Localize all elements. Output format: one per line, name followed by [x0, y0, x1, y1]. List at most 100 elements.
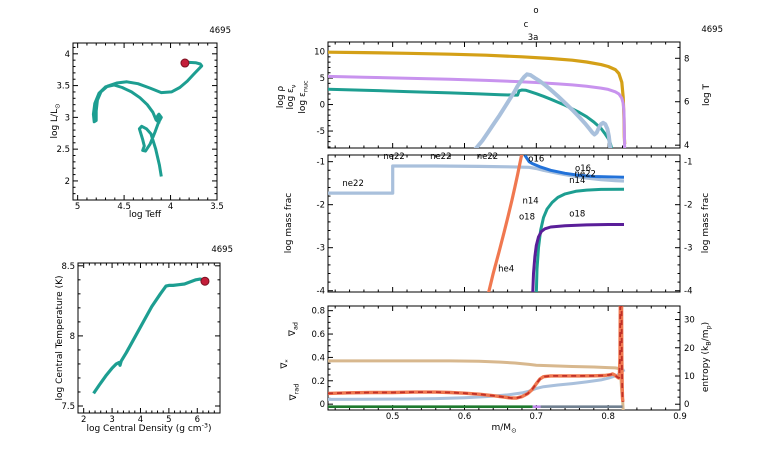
central-t-rho-y-tick-label: 8.5	[61, 262, 75, 272]
profile-gradients: 0.5 0.6 0.7 0.8 0.9 0 0.2 0.4 0.6 0.8 0 10 20 30 m/M⊙ ∇…	[280, 305, 713, 435]
curve-label-ne22: ne22	[574, 169, 595, 179]
annotation-o: o	[533, 6, 538, 16]
profile-abundance-y-tick-label: -2	[317, 201, 325, 211]
profile-power-axis-label: log T	[702, 83, 712, 106]
grad-rad-curve	[328, 306, 625, 402]
central-t-rho-y-tick-label: 8	[70, 332, 75, 342]
grad-star-curve	[328, 306, 624, 402]
profile-abundance-axis-label: log mass frac	[284, 193, 294, 253]
profile-abundance-axis-label: log mass frac	[701, 193, 711, 253]
profile-gradients-y-tick-label: 0.2	[311, 377, 325, 387]
current-model-marker	[180, 58, 190, 68]
hr-diagram-y-tick-label: 4	[65, 50, 70, 60]
profile-power-axis-label: log εnuc	[298, 80, 310, 114]
profile-gradients-axis-label: ∇rad	[289, 384, 301, 402]
hr-diagram-axis-label: log L/L⊙	[50, 103, 62, 138]
o16-curve	[523, 155, 625, 179]
central-t-rho-x-tick-label: 2	[81, 415, 86, 425]
profile-power-axis-label: log εν	[286, 84, 298, 109]
hr-diagram: 5 4.5 4 3.5 2 2.5 3 3.5 4 4695 log Teff log L/L⊙	[50, 26, 231, 220]
curve-label-o18: o18	[569, 210, 585, 220]
profile-gradients-y2-tick-label: 20	[684, 344, 695, 354]
curve-label-ne22: ne22	[383, 152, 404, 162]
profile-abundance-y2-tick-label: -3	[684, 244, 692, 254]
he4-curve	[487, 155, 524, 292]
curve-label-n14: n14	[522, 196, 538, 206]
annotation-c: c	[524, 20, 529, 30]
profile-power-y2-tick-label: 8	[684, 54, 689, 64]
profile-gradients-x-tick-label: 0.8	[601, 412, 615, 422]
central-t-rho-axis-label: log Central Temperature (K)	[55, 275, 65, 400]
hr-diagram-x-tick-label: 3.5	[210, 202, 224, 212]
ne22-curve	[328, 164, 625, 195]
profile-gradients-x-tick-label: 0.5	[386, 412, 400, 422]
profile-gradients-axis-label: entropy (kB/mp)	[701, 322, 713, 392]
model-number: 4695	[211, 245, 233, 255]
profile-power-y-tick-label: 0	[320, 101, 325, 111]
profile-abundance-y2-tick-label: -1	[684, 158, 692, 168]
hr-diagram-frame	[72, 42, 218, 201]
curve-label-ne22: ne22	[430, 152, 451, 162]
profile-power-y-tick-label: -5	[317, 127, 325, 137]
profile-power-y-tick-label: 5	[320, 74, 325, 84]
profile-gradients-x-tick-label: 0.9	[673, 412, 687, 422]
profile-abundance-y-tick-label: -3	[317, 244, 325, 254]
profile-abundance-y-tick-label: -1	[317, 158, 325, 168]
curve-label-n14: n14	[569, 176, 585, 186]
profile-gradients-x-tick-label: 0.7	[530, 412, 544, 422]
profile-power-y2-tick-label: 6	[684, 98, 689, 108]
profile-gradients-y-tick-label: 0	[320, 400, 325, 410]
hr-diagram-x-tick-label: 4.5	[117, 202, 131, 212]
profile-gradients-y-tick-label: 0.8	[311, 307, 325, 317]
hr-track-curve	[91, 60, 204, 177]
profile-abundance-y2-tick-label: -2	[684, 201, 692, 211]
profile-gradients-y2-tick-label: 10	[684, 372, 695, 382]
log-T-curve	[328, 50, 627, 145]
hr-diagram-y-tick-label: 3.5	[56, 82, 70, 92]
trho-track-curve	[92, 277, 206, 395]
curve-label-o16: o16	[575, 164, 591, 174]
central-t-rho-x-tick-label: 3	[109, 415, 114, 425]
profile-power-frame	[327, 41, 681, 149]
profile-abundance-y2-tick-label: -4	[684, 287, 692, 297]
profile-gradients-axis-label: ∇*	[280, 359, 292, 370]
central-t-rho-y-tick-label: 7.5	[61, 402, 75, 412]
model-number: 4695	[209, 26, 231, 36]
current-model-marker	[200, 276, 210, 286]
profile-gradients-x-axis-label: m/M⊙	[492, 423, 517, 435]
profile-gradients-x-tick-label: 0.6	[458, 412, 472, 422]
central-t-rho-x-axis-label: log Central Density (g cm-3)	[86, 421, 211, 434]
profile-gradients-y2-tick-label: 30	[684, 316, 695, 326]
central-t-rho-x-tick-label: 4	[138, 415, 143, 425]
curve-label-ne22: ne22	[477, 152, 498, 162]
hr-diagram-x-tick-label: 5	[75, 202, 80, 212]
model-number: 4695	[701, 25, 723, 35]
hr-diagram-x-axis-label: log Teff	[129, 210, 162, 220]
profile-gradients-frame	[327, 305, 681, 411]
curve-label-he4: he4	[498, 264, 514, 274]
log-eps-nuc-curve	[473, 72, 613, 148]
hr-diagram-y-tick-label: 2	[65, 177, 70, 187]
profile-power-y-tick-label: 10	[314, 48, 325, 58]
log-eps-nu-curve	[328, 87, 614, 148]
central-t-rho-x-tick-label: 6	[195, 415, 200, 425]
n14-curve	[534, 187, 625, 292]
curve-label-ne22: ne22	[342, 179, 363, 189]
profile-gradients-y2-tick-label: 0	[684, 400, 689, 410]
profile-power-y2-tick-label: 4	[684, 141, 689, 151]
hr-diagram-y-tick-label: 3	[65, 113, 70, 123]
central-t-rho-frame	[77, 262, 221, 414]
log-rho-curve	[328, 74, 627, 148]
profile-abundance-frame	[327, 154, 681, 293]
curve-label-o16: o16	[528, 155, 544, 165]
grad-ad-curve	[328, 359, 625, 410]
annotation-3a: 3a	[528, 33, 539, 43]
hr-diagram-x-tick-label: 4	[168, 202, 173, 212]
hr-diagram-y-tick-label: 2.5	[56, 145, 70, 155]
profile-gradients-y-tick-label: 0.6	[311, 330, 325, 340]
central-t-rho-x-tick-label: 5	[166, 415, 171, 425]
